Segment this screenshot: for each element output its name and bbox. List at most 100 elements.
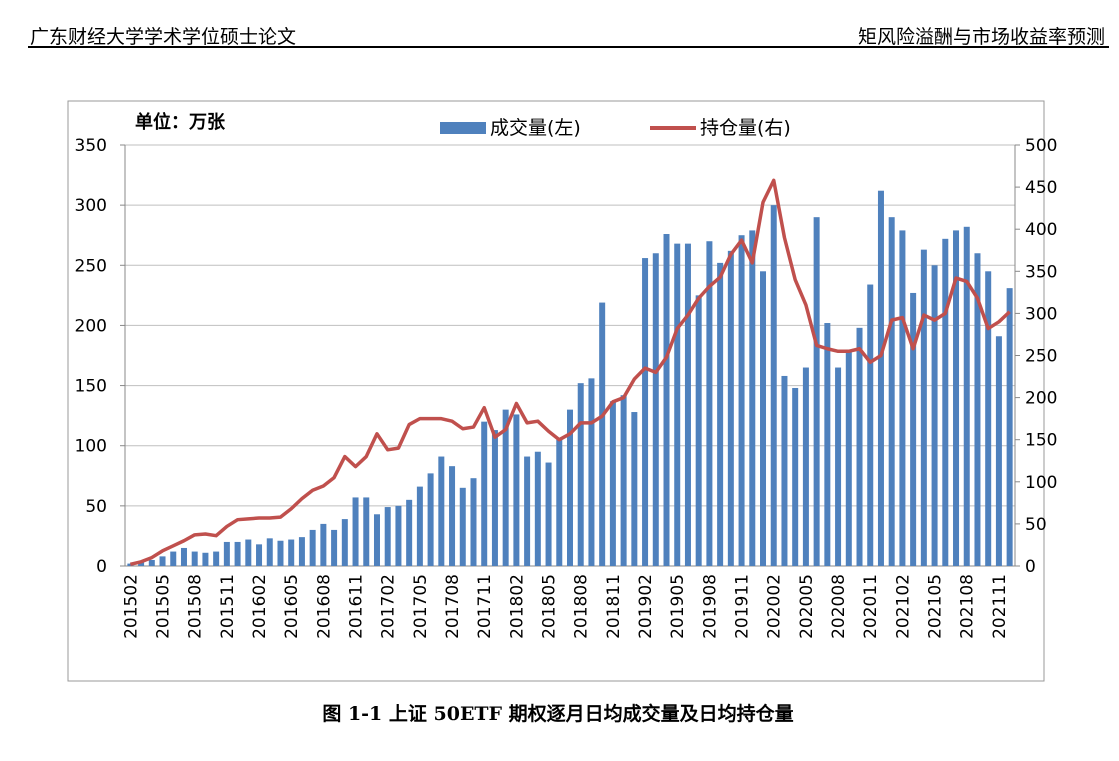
- x-tick-label: 201811: [604, 574, 624, 639]
- bar: [148, 559, 155, 566]
- bar: [449, 466, 456, 566]
- bar: [170, 551, 177, 566]
- x-tick-label: 202011: [861, 574, 881, 639]
- bar: [395, 505, 402, 566]
- bar: [760, 271, 767, 566]
- x-tick-label: 202111: [990, 574, 1010, 639]
- x-tick-label: 202002: [765, 574, 785, 639]
- bar: [985, 271, 992, 566]
- bar: [770, 205, 777, 566]
- bar: [888, 217, 895, 566]
- x-tick-label: 202005: [797, 574, 817, 639]
- bar: [920, 249, 927, 567]
- chart-frame: [67, 100, 1045, 682]
- bar: [824, 323, 831, 566]
- x-tick-label: 201708: [443, 574, 463, 639]
- x-tick-label: 201502: [121, 574, 141, 639]
- bar: [459, 487, 466, 566]
- bar: [534, 451, 541, 566]
- x-tick-label: 202105: [926, 574, 946, 639]
- bar: [502, 409, 509, 566]
- x-tick-label: 201508: [186, 574, 206, 639]
- bar: [524, 456, 531, 566]
- legend-swatch: [440, 122, 486, 134]
- x-tick-label: 202102: [893, 574, 913, 639]
- y-tick-label: 350: [75, 136, 107, 156]
- bar: [749, 230, 756, 566]
- header-right: 矩风险溢酬与市场收益率预测: [857, 26, 1105, 48]
- bar: [256, 544, 263, 566]
- bar: [953, 230, 960, 566]
- bar: [234, 541, 241, 566]
- bar: [223, 541, 230, 566]
- x-tick-label: 201705: [411, 574, 431, 639]
- bar: [856, 327, 863, 566]
- bar: [266, 538, 273, 566]
- bar: [470, 478, 477, 566]
- x-tick-label: 201511: [218, 574, 238, 639]
- bar: [877, 190, 884, 567]
- y-tick-label: 50: [85, 497, 107, 517]
- bar: [684, 243, 691, 567]
- x-tick-label: 201908: [700, 574, 720, 639]
- y-tick-label: 200: [75, 316, 107, 336]
- y2-tick-label: 450: [1025, 178, 1057, 198]
- bar: [352, 497, 359, 566]
- x-tick-label: 201702: [379, 574, 399, 639]
- bar: [245, 539, 252, 566]
- y2-tick-label: 0: [1025, 557, 1036, 577]
- caption: 图 1-1 上证 50ETF 期权逐月日均成交量及日均持仓量: [322, 702, 793, 725]
- bar: [738, 235, 745, 566]
- bar: [127, 563, 134, 566]
- y2-tick-label: 350: [1025, 262, 1057, 282]
- bar: [781, 375, 788, 566]
- bar: [331, 529, 338, 566]
- bar: [191, 551, 198, 566]
- y-tick-label: 300: [75, 196, 107, 216]
- bar: [792, 387, 799, 566]
- bar: [577, 383, 584, 566]
- bar: [845, 349, 852, 566]
- y-tick-label: 100: [75, 437, 107, 457]
- header-rule: [28, 46, 1109, 48]
- x-tick-label: 201905: [668, 574, 688, 639]
- bar: [438, 456, 445, 566]
- bar: [727, 250, 734, 566]
- bar: [835, 367, 842, 566]
- bar: [642, 258, 649, 566]
- x-tick-label: 201805: [540, 574, 560, 639]
- bar: [288, 539, 295, 566]
- header-left: 广东财经大学学术学位硕士论文: [30, 26, 297, 48]
- bar: [277, 540, 284, 566]
- bar: [588, 378, 595, 566]
- bar: [309, 529, 316, 566]
- line: [129, 178, 1011, 567]
- y2-tick-label: 150: [1025, 431, 1057, 451]
- bar: [298, 537, 305, 566]
- bar: [942, 238, 949, 566]
- y2-tick-label: 100: [1025, 473, 1057, 493]
- bar: [899, 230, 906, 566]
- bar: [995, 336, 1002, 566]
- y-tick-label: 250: [75, 256, 107, 276]
- x-tick-label: 201505: [154, 574, 174, 639]
- y2-tick-label: 250: [1025, 347, 1057, 367]
- bar: [363, 497, 370, 566]
- bar: [931, 265, 938, 566]
- y2-tick-label: 200: [1025, 389, 1057, 409]
- x-tick-label: 201911: [733, 574, 753, 639]
- bar: [974, 253, 981, 566]
- legend-label: 持仓量(右): [700, 117, 791, 139]
- bar: [427, 473, 434, 566]
- bar: [491, 430, 498, 566]
- y2-tick-label: 300: [1025, 304, 1057, 324]
- y2-tick-label: 50: [1025, 515, 1047, 535]
- bar: [620, 395, 627, 566]
- bar: [717, 262, 724, 566]
- x-tick-label: 201608: [314, 574, 334, 639]
- bar: [802, 367, 809, 566]
- y-tick-label: 150: [75, 377, 107, 397]
- bar: [663, 234, 670, 567]
